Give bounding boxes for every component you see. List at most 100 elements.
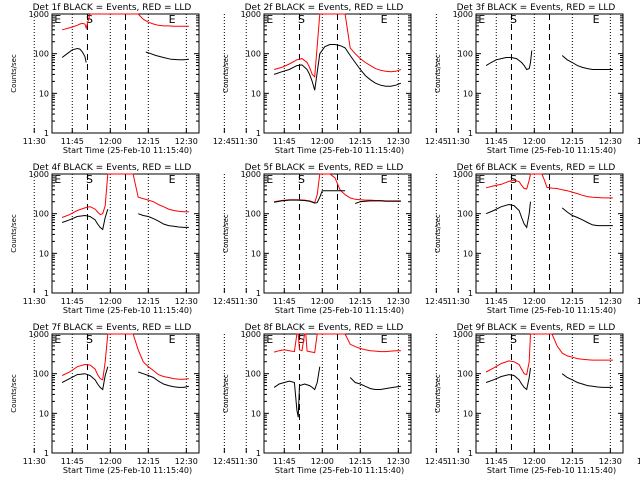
y-tick-label: 10	[463, 249, 473, 258]
x-tick-label: 12:30	[387, 457, 410, 466]
event-marker-e: E	[478, 173, 485, 186]
y-tick-label: 10	[39, 89, 49, 98]
y-tick-label: 10	[251, 89, 261, 98]
chart-title: Det 6f BLACK = Events, RED = LLD	[457, 163, 616, 173]
chart-title: Det 5f BLACK = Events, RED = LLD	[245, 163, 404, 173]
x-axis-label: Start Time (25-Feb-10 11:15:40)	[487, 306, 616, 315]
event-marker-s: S	[510, 13, 517, 26]
x-tick-label: 11:45	[273, 297, 296, 306]
y-tick-label: 1000	[241, 170, 261, 179]
events-series-line	[61, 366, 190, 391]
x-tick-label: 11:45	[485, 297, 508, 306]
x-tick-label: 12:45	[637, 457, 640, 466]
events-series-line	[273, 366, 401, 418]
y-tick-label: 1000	[453, 330, 473, 339]
y-axis-label: Counts/sec	[222, 374, 230, 413]
event-marker-s: S	[86, 13, 93, 26]
y-axis-label: Counts/sec	[10, 54, 18, 93]
x-tick-label: 12:30	[175, 457, 198, 466]
y-tick-label: 1	[468, 289, 473, 298]
y-axis-label: Counts/sec	[10, 214, 18, 253]
events-series-line	[485, 201, 613, 229]
event-marker-e: E	[593, 333, 600, 346]
x-tick-label: 12:00	[99, 297, 122, 306]
x-tick-label: 12:00	[311, 297, 334, 306]
x-tick-label: 12:30	[387, 137, 410, 146]
x-tick-label: 11:45	[485, 457, 508, 466]
x-tick-label: 12:30	[387, 297, 410, 306]
x-tick-label: 12:45	[213, 457, 236, 466]
event-marker-e: E	[381, 333, 388, 346]
x-tick-label: 12:15	[349, 457, 372, 466]
event-marker-e: E	[54, 13, 61, 26]
x-tick-label: 12:15	[561, 137, 584, 146]
x-tick-label: 12:15	[137, 457, 160, 466]
chart-title: Det 4f BLACK = Events, RED = LLD	[33, 163, 192, 173]
event-marker-s: S	[510, 173, 517, 186]
x-tick-label: 11:30	[235, 137, 258, 146]
lld-series-line	[61, 173, 189, 218]
events-series-line	[61, 208, 189, 231]
x-tick-label: 12:45	[213, 137, 236, 146]
chart-title: Det 8f BLACK = Events, RED = LLD	[245, 323, 404, 333]
chart-title: Det 1f BLACK = Events, RED = LLD	[33, 3, 192, 13]
x-tick-label: 11:30	[23, 137, 46, 146]
y-tick-label: 10	[463, 89, 473, 98]
x-tick-label: 11:45	[273, 457, 296, 466]
y-tick-label: 1	[256, 129, 261, 138]
x-tick-label: 12:00	[523, 457, 546, 466]
lld-series-line	[61, 333, 189, 381]
x-tick-label: 11:45	[61, 297, 84, 306]
x-tick-label: 12:45	[637, 137, 640, 146]
x-tick-label: 11:45	[485, 137, 508, 146]
event-marker-s: S	[510, 333, 517, 346]
x-tick-label: 11:30	[447, 457, 470, 466]
x-tick-label: 11:30	[235, 297, 258, 306]
x-tick-label: 12:30	[599, 297, 622, 306]
y-axis-label: Counts/sec	[10, 374, 18, 413]
event-marker-s: S	[86, 173, 93, 186]
y-tick-label: 100	[246, 210, 261, 219]
y-tick-label: 1	[44, 449, 49, 458]
x-tick-label: 12:15	[561, 457, 584, 466]
x-tick-label: 11:30	[235, 457, 258, 466]
x-tick-label: 11:45	[61, 137, 84, 146]
event-marker-e: E	[266, 173, 273, 186]
lld-series-line	[273, 333, 401, 354]
y-tick-label: 1000	[241, 330, 261, 339]
y-tick-label: 100	[458, 50, 473, 59]
events-series-line	[273, 44, 402, 91]
y-tick-label: 100	[458, 370, 473, 379]
y-tick-label: 100	[34, 50, 49, 59]
y-tick-label: 1000	[29, 330, 49, 339]
x-tick-label: 12:45	[213, 297, 236, 306]
x-tick-label: 12:00	[523, 297, 546, 306]
y-tick-label: 100	[246, 50, 261, 59]
x-tick-label: 11:45	[273, 137, 296, 146]
event-marker-e: E	[478, 333, 485, 346]
event-marker-e: E	[54, 333, 61, 346]
y-tick-label: 10	[39, 409, 49, 418]
x-axis-label: Start Time (25-Feb-10 11:15:40)	[487, 146, 616, 155]
x-axis-label: Start Time (25-Feb-10 11:15:40)	[275, 306, 404, 315]
y-tick-label: 100	[246, 370, 261, 379]
y-axis-label: Counts/sec	[434, 54, 442, 93]
y-tick-label: 1	[44, 129, 49, 138]
x-tick-label: 11:30	[23, 457, 46, 466]
x-tick-label: 12:00	[311, 457, 334, 466]
events-series-line	[274, 190, 401, 204]
y-axis-label: Counts/sec	[434, 374, 442, 413]
x-tick-label: 12:45	[425, 137, 448, 146]
event-marker-e: E	[266, 333, 273, 346]
y-tick-label: 1	[256, 289, 261, 298]
x-tick-label: 12:30	[599, 457, 622, 466]
x-axis-label: Start Time (25-Feb-10 11:15:40)	[487, 466, 616, 475]
event-marker-s: S	[298, 333, 305, 346]
chart-title: Det 3f BLACK = Events, RED = LLD	[457, 3, 616, 13]
